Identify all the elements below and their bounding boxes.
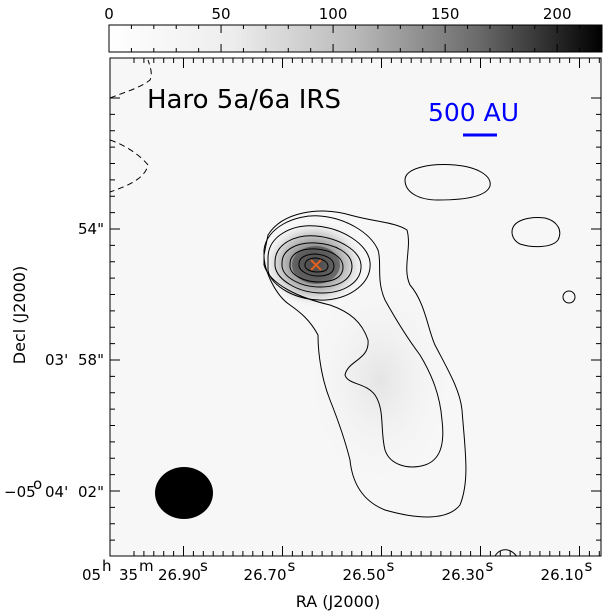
contour-5 xyxy=(281,242,353,288)
x-tick-label: 26.70 xyxy=(244,566,287,584)
x-tick-label-s-sup: s xyxy=(200,557,208,575)
x-tick-label-m-sup: m xyxy=(139,557,154,575)
contour-4 xyxy=(274,235,362,294)
y-tick-label-02-deg: −05 xyxy=(4,483,36,501)
contour-7 xyxy=(298,253,335,277)
beam-ellipse xyxy=(155,467,213,519)
contours xyxy=(110,59,576,556)
scale-bar-label: 500 AU xyxy=(428,98,519,127)
y-tick-label-02-sec: 02" xyxy=(78,483,104,501)
colorbar-tick-label: 100 xyxy=(319,5,348,23)
y-tick-label-02: −05 o 04' 02" xyxy=(4,475,104,501)
x-tick-label-h-sup: h xyxy=(102,557,112,575)
y-axis-title: Decl (J2000) xyxy=(10,266,29,364)
scale-bar: 500 AU xyxy=(428,98,519,137)
contour-blob-small xyxy=(562,290,576,304)
x-tick-label-s-sup: s xyxy=(585,557,593,575)
colorbar-gradient xyxy=(108,24,603,53)
peak-marker-icon xyxy=(310,259,322,271)
colorbar-tick-label: 200 xyxy=(543,5,572,23)
colorbar-ticks xyxy=(108,25,603,52)
contour-blob-e xyxy=(511,217,561,248)
colorbar-tick-labels: 0 50 100 150 200 xyxy=(104,5,571,23)
x-axis-title: RA (J2000) xyxy=(296,592,380,611)
contour-6 xyxy=(289,248,344,283)
axis-ticks xyxy=(110,58,601,556)
y-tick-label-54: 54" xyxy=(78,220,104,238)
x-tick-label-s-sup: s xyxy=(387,557,395,575)
contour-2 xyxy=(263,215,444,468)
x-tick-label: 26.30 xyxy=(442,566,485,584)
colorbar-tick-label: 0 xyxy=(104,5,114,23)
contour-negative-left xyxy=(110,139,149,193)
y-tick-label-02-deg-sup: o xyxy=(33,475,42,493)
x-tick-label-minutes: 35 xyxy=(119,566,138,584)
y-tick-label-02-min: 04' xyxy=(45,483,68,501)
x-axis: 05 h 35 m 26.90 s 26.70 s 26.50 s 26.30 s 26.1… xyxy=(82,557,593,611)
map-title: Haro 5a/6a IRS xyxy=(147,85,341,115)
y-tick-label-58-min: 03' xyxy=(45,351,68,369)
contour-3 xyxy=(267,225,371,301)
plot-frame xyxy=(109,57,602,557)
x-tick-label-s-sup: s xyxy=(288,557,296,575)
x-tick-label: 26.50 xyxy=(343,566,386,584)
plot-area: 500 AU Haro 5a/6a IRS xyxy=(109,57,602,557)
contour-outer xyxy=(263,210,467,518)
colorbar-tick-label: 150 xyxy=(431,5,460,23)
y-axis: 54" 03' 58" −05 o 04' 02" Decl (J2000) xyxy=(4,220,104,501)
contour-negative-top xyxy=(110,59,152,99)
x-tick-label-s-sup: s xyxy=(486,557,494,575)
contour-8 xyxy=(304,257,329,273)
x-tick-label: 26.10 xyxy=(541,566,584,584)
x-tick-labels: 26.70 s 26.50 s 26.30 s 26.10 s xyxy=(244,557,593,584)
contour-blob-ne xyxy=(404,164,491,201)
colorbar: 0 50 100 150 200 xyxy=(104,5,603,53)
x-tick-label-hours: 05 xyxy=(82,566,101,584)
colorbar-tick-label: 50 xyxy=(211,5,230,23)
y-tick-label-58-sec: 58" xyxy=(78,351,104,369)
x-tick-label-first: 05 h 35 m 26.90 s xyxy=(82,557,208,584)
x-tick-label-seconds: 26.90 xyxy=(158,566,201,584)
